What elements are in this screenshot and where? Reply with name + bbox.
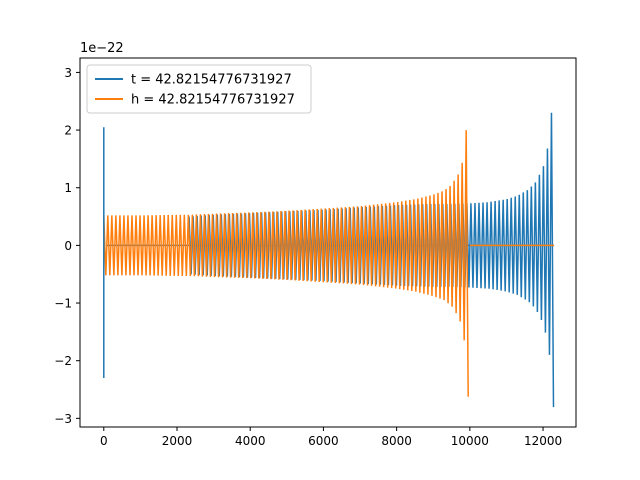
y-axis: 3 2 1 0 −1 −2 −3	[54, 66, 80, 426]
x-tick-label: 6000	[308, 434, 339, 448]
legend-label: t = 42.82154776731927	[131, 73, 292, 88]
x-tick-label: 10000	[451, 434, 489, 448]
y-tick-label: −1	[54, 297, 72, 311]
y-tick-label: 0	[64, 239, 72, 253]
y-tick-label: −3	[54, 412, 72, 426]
axes-frame	[79, 57, 577, 428]
legend-box	[86, 64, 312, 114]
x-tick-label: 2000	[162, 434, 193, 448]
x-axis: 0 2000 4000 6000 8000 10000 12000	[100, 427, 562, 448]
series-line	[103, 130, 469, 397]
x-tick-label: 4000	[235, 434, 266, 448]
x-tick-label: 12000	[524, 434, 562, 448]
x-tick-label: 0	[100, 434, 108, 448]
y-tick-label: 2	[64, 124, 72, 138]
legend: t = 42.82154776731927 h = 42.821547767319…	[86, 64, 312, 114]
y-tick-label: −2	[54, 354, 72, 368]
y-offset-label: 1e−22	[80, 41, 124, 56]
y-tick-label: 3	[64, 66, 72, 80]
series-2	[103, 130, 555, 397]
plot-area	[103, 112, 555, 408]
y-tick-label: 1	[64, 181, 72, 195]
x-tick-label: 8000	[381, 434, 412, 448]
legend-label: h = 42.82154776731927	[131, 93, 295, 108]
